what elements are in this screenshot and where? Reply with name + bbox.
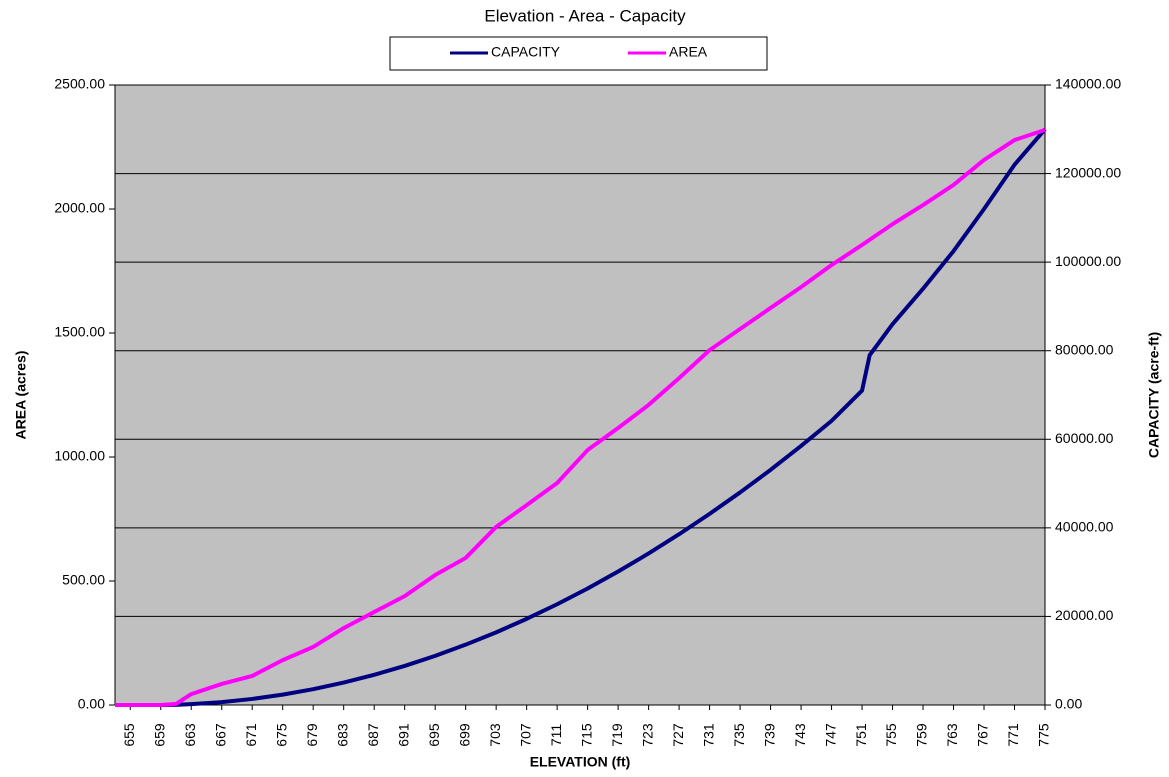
series-line	[115, 127, 1047, 707]
x-tick-label: 687	[365, 723, 381, 747]
x-tick-label: 663	[182, 723, 198, 747]
x-tick-label: 683	[334, 723, 350, 747]
x-tick-label: 703	[487, 723, 503, 747]
x-tick-label: 679	[304, 723, 320, 747]
y2-tick-label: 140000.00	[1055, 76, 1121, 92]
x-tick-label: 655	[121, 723, 137, 747]
y2-tick-label: 80000.00	[1055, 341, 1114, 357]
chart-title: Elevation - Area - Capacity	[484, 6, 686, 25]
plot-area	[114, 84, 1046, 706]
x-tick-label: 771	[1005, 723, 1021, 747]
y-tick-label: 2000.00	[54, 200, 105, 216]
x-tick-label: 739	[761, 723, 777, 747]
x-tick-label: 691	[395, 723, 411, 747]
x-tick-label: 727	[670, 723, 686, 747]
y-axis-label: AREA (acres)	[13, 351, 29, 440]
y-tick-label: 1000.00	[54, 448, 105, 464]
x-tick-label: 675	[273, 723, 289, 747]
x-tick-label: 747	[822, 723, 838, 747]
x-tick-label: 731	[700, 723, 716, 747]
legend	[389, 36, 768, 71]
y2-tick-label: 20000.00	[1055, 607, 1114, 623]
y2-tick-label: 100000.00	[1055, 253, 1121, 269]
y2-tick-label: 0.00	[1055, 696, 1082, 712]
x-tick-label: 763	[944, 723, 960, 747]
x-tick-label: 759	[914, 723, 930, 747]
y-tick-label: 500.00	[62, 572, 105, 588]
y2-tick-label: 60000.00	[1055, 430, 1114, 446]
y2-axis-label: CAPACITY (acre-ft)	[1146, 332, 1162, 458]
x-tick-label: 751	[853, 723, 869, 747]
x-tick-label: 775	[1036, 723, 1052, 747]
y2-tick-label: 120000.00	[1055, 164, 1121, 180]
x-tick-label: 755	[883, 723, 899, 747]
x-tick-label: 711	[548, 724, 564, 747]
legend-label: AREA	[669, 44, 708, 60]
x-axis-label: ELEVATION (ft)	[530, 754, 631, 770]
y2-tick-label: 40000.00	[1055, 519, 1114, 535]
legend-label: CAPACITY	[491, 44, 561, 60]
x-tick-label: 735	[731, 723, 747, 747]
x-tick-label: 695	[426, 723, 442, 747]
x-tick-label: 767	[975, 723, 991, 747]
x-tick-label: 723	[639, 723, 655, 747]
x-tick-label: 699	[456, 723, 472, 747]
x-tick-label: 659	[151, 723, 167, 747]
x-tick-label: 667	[212, 723, 228, 747]
x-tick-label: 743	[792, 723, 808, 747]
x-tick-label: 719	[609, 723, 625, 747]
x-tick-label: 707	[517, 723, 533, 747]
series-line	[115, 127, 1046, 707]
x-tick-label: 671	[243, 723, 259, 747]
x-tick-label: 715	[578, 723, 594, 747]
y-tick-label: 1500.00	[54, 324, 105, 340]
y-tick-label: 0.00	[78, 696, 105, 712]
y-tick-label: 2500.00	[54, 76, 105, 92]
